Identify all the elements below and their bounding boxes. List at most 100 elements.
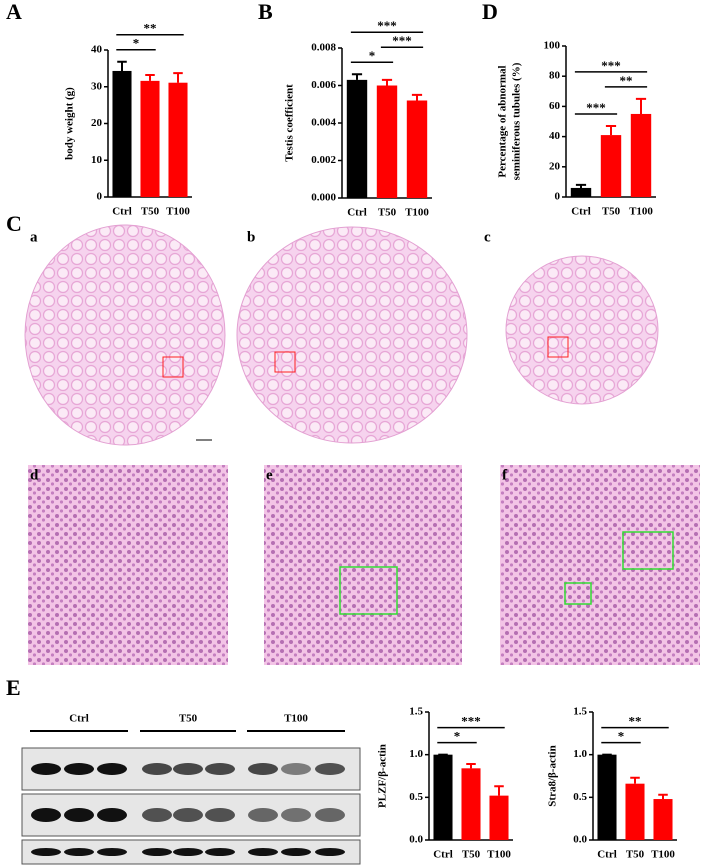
- bar: [489, 795, 509, 840]
- y-tick-label: 0.004: [311, 117, 336, 129]
- y-tick-label: 60: [549, 100, 561, 112]
- x-tick-label: T100: [629, 206, 653, 218]
- x-tick-label: Ctrl: [112, 206, 132, 218]
- x-tick-label: T50: [141, 206, 160, 218]
- significance-label: ***: [586, 100, 606, 115]
- y-axis-label: body weight (g): [64, 87, 76, 160]
- blot-band: [64, 808, 94, 822]
- y-tick-label: 100: [544, 40, 561, 52]
- significance-label: *: [454, 729, 461, 744]
- y-tick-label: 40: [549, 130, 561, 142]
- y-axis-label: Stra8/β-actin: [547, 745, 559, 806]
- blot-band: [31, 848, 61, 856]
- y-tick-label: 30: [91, 80, 103, 92]
- error-bar: [494, 785, 504, 796]
- error-bar: [381, 78, 393, 86]
- western-blot: Ctrl T50 T100: [21, 713, 361, 865]
- y-axis-label: Percentage of abnormal: [497, 65, 509, 177]
- significance-label: **: [620, 73, 633, 88]
- x-tick-label: Ctrl: [571, 206, 591, 218]
- bar: [625, 783, 645, 840]
- x-tick-label: T50: [462, 849, 481, 861]
- bar: [653, 799, 673, 840]
- significance-label: *: [618, 729, 625, 744]
- error-bar: [466, 763, 476, 769]
- significance-label: *: [133, 36, 140, 51]
- bar: [376, 85, 398, 198]
- panel-label: C: [6, 211, 22, 236]
- blot-band: [173, 848, 203, 856]
- y-tick-label: 0: [97, 191, 103, 203]
- blot-band: [205, 808, 235, 822]
- y-tick-label: 0.0: [573, 834, 587, 846]
- x-tick-label: Ctrl: [597, 849, 617, 861]
- error-bar: [145, 73, 155, 81]
- sub-label: d: [30, 467, 39, 483]
- sub-label: f: [502, 467, 508, 483]
- y-tick-label: 0.006: [311, 79, 336, 91]
- blot-band: [97, 763, 127, 775]
- bar: [346, 79, 368, 198]
- histology-zoom: [264, 465, 462, 665]
- blot-band: [64, 848, 94, 856]
- y-tick-label: 20: [549, 160, 561, 172]
- y-tick-label: 1.0: [573, 748, 587, 760]
- sub-label: e: [266, 467, 273, 483]
- blot-band: [173, 808, 203, 822]
- blot-band: [173, 763, 203, 775]
- significance-label: **: [629, 714, 642, 729]
- blot-band: [281, 763, 311, 775]
- panel-label: D: [482, 0, 498, 24]
- blot-band: [315, 763, 345, 775]
- blot-band: [248, 763, 278, 775]
- x-tick-label: Ctrl: [433, 849, 453, 861]
- blot-band: [281, 808, 311, 822]
- error-bar: [635, 97, 647, 114]
- error-bar: [630, 776, 640, 784]
- x-tick-label: T100: [487, 849, 511, 861]
- y-tick-label: 0.0: [409, 834, 423, 846]
- sub-label: a: [30, 229, 38, 245]
- sub-label: c: [484, 229, 491, 245]
- testis-section: [236, 226, 468, 444]
- x-tick-label: T100: [405, 207, 429, 219]
- testis-section: [24, 224, 226, 446]
- x-tick-label: Ctrl: [347, 207, 367, 219]
- histology-zoom: [500, 465, 700, 665]
- x-tick-label: T100: [166, 206, 190, 218]
- blot-band: [248, 808, 278, 822]
- bar: [630, 113, 652, 197]
- bar: [600, 135, 622, 197]
- error-bar: [658, 793, 668, 800]
- error-bar: [411, 93, 423, 101]
- y-tick-label: 80: [549, 70, 561, 82]
- blot-band: [205, 763, 235, 775]
- significance-label: ***: [601, 58, 621, 73]
- x-tick-label: T50: [626, 849, 645, 861]
- bar: [140, 80, 160, 197]
- blot-band: [142, 808, 172, 822]
- bar: [433, 754, 453, 840]
- blot-band: [31, 808, 61, 822]
- error-bar: [351, 73, 363, 80]
- group-label: T100: [284, 713, 308, 725]
- group-label: Ctrl: [69, 713, 89, 725]
- error-bar: [173, 72, 183, 83]
- y-axis-label: PLZF/β-actin: [377, 744, 389, 808]
- y-tick-label: 0.5: [573, 791, 587, 803]
- blot-band: [142, 848, 172, 856]
- bar: [570, 187, 592, 197]
- y-tick-label: 0.008: [311, 42, 336, 54]
- y-tick-label: 20: [91, 117, 103, 129]
- significance-label: ***: [461, 714, 481, 729]
- significance-label: *: [369, 48, 376, 63]
- y-axis-label: Testis coefficient: [284, 84, 296, 162]
- blot-band: [315, 848, 345, 856]
- panel-label: E: [6, 675, 21, 700]
- histology-images: [24, 224, 700, 665]
- y-tick-label: 1.0: [409, 748, 423, 760]
- blot-band: [97, 848, 127, 856]
- y-tick-label: 10: [91, 154, 103, 166]
- sub-label: b: [247, 229, 255, 245]
- y-tick-label: 1.5: [573, 706, 587, 718]
